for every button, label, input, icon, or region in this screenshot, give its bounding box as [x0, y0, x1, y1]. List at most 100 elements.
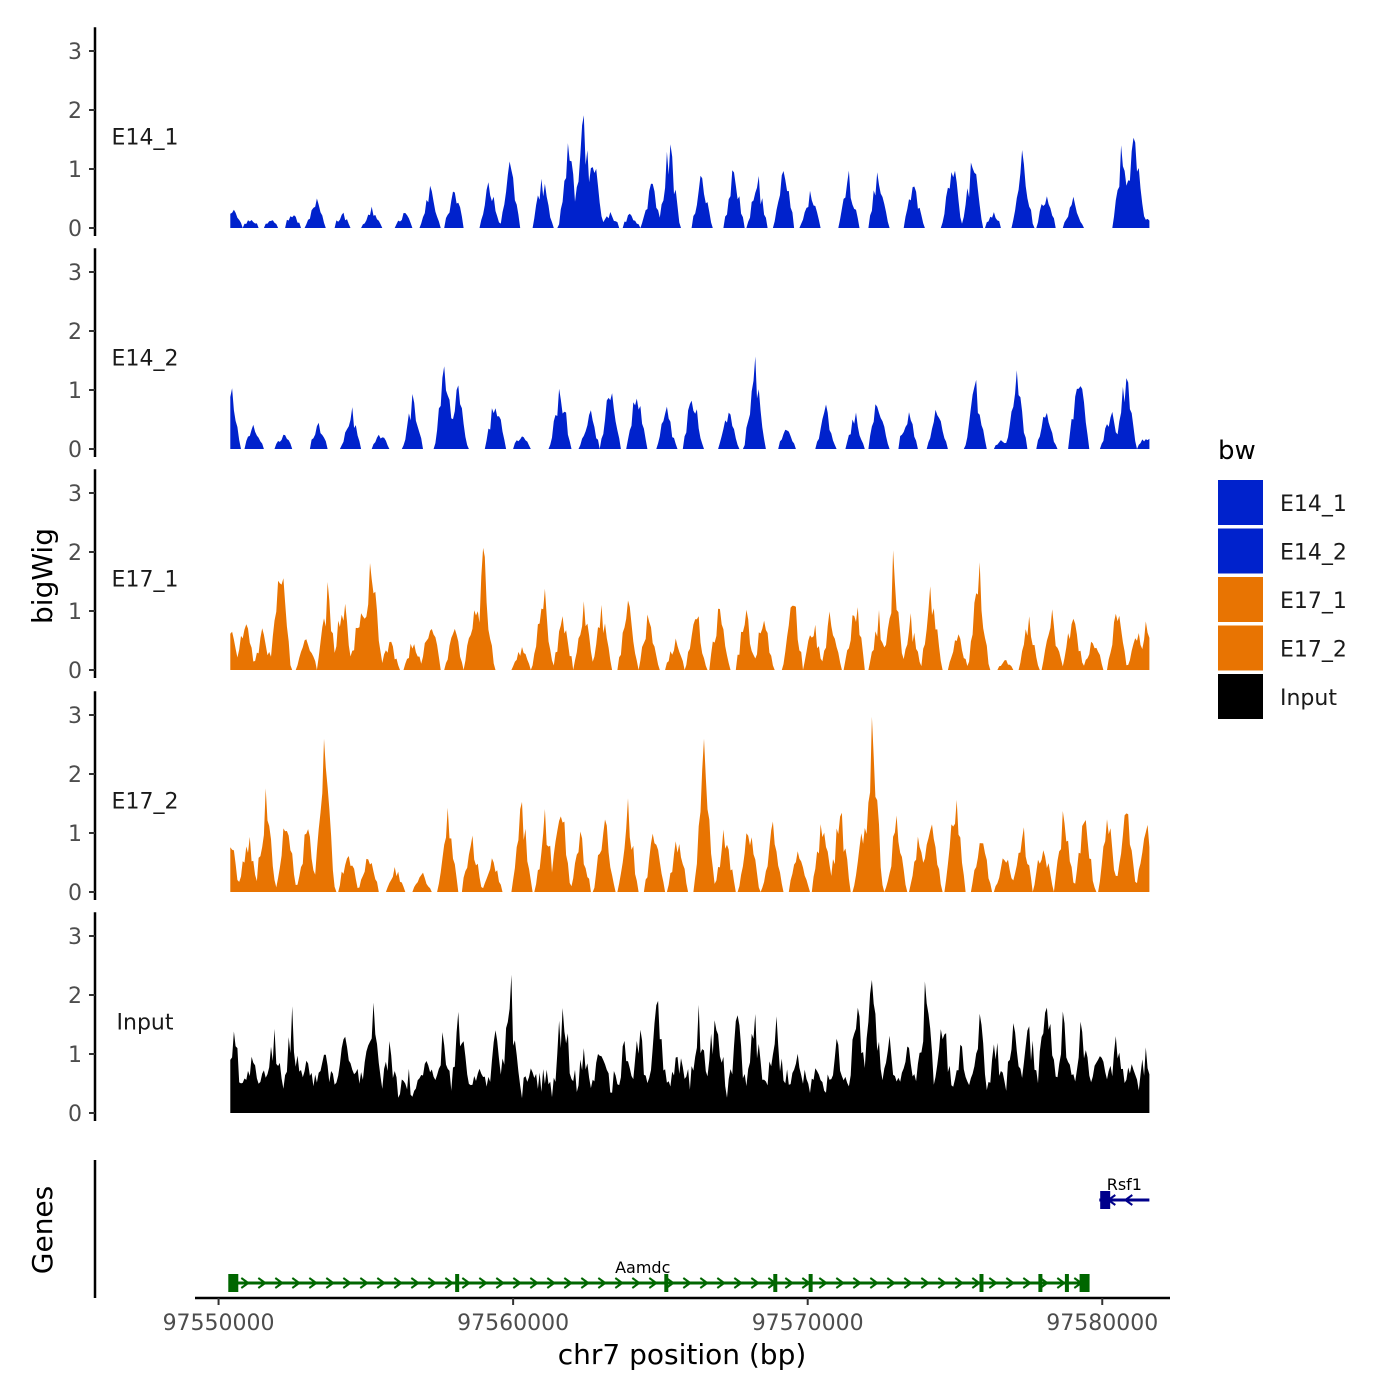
exon [664, 1274, 669, 1292]
legend-swatch [1218, 577, 1263, 622]
y-tick-label: 0 [68, 881, 82, 906]
y-tick-label: 0 [68, 659, 82, 684]
legend-label: E14_1 [1280, 492, 1347, 517]
legend-swatch [1218, 674, 1263, 719]
x-tick-label: 97560000 [457, 1311, 569, 1336]
track-label: E14_1 [112, 126, 179, 151]
x-tick-label: 97570000 [752, 1311, 864, 1336]
strand-chevron [563, 1277, 574, 1289]
gene-label: Rsf1 [1107, 1175, 1142, 1194]
y-tick-label: 2 [68, 984, 82, 1009]
y-tick-label: 2 [68, 320, 82, 345]
exon [1100, 1191, 1111, 1209]
signal-area-e17-2 [230, 716, 1150, 892]
exon [1079, 1274, 1090, 1292]
strand-chevron [1123, 1194, 1133, 1206]
signal-area-e14-2 [230, 356, 1150, 449]
strand-chevron [461, 1277, 472, 1289]
exon [455, 1274, 460, 1292]
strand-chevron [291, 1277, 302, 1289]
strand-chevron [971, 1277, 982, 1289]
signal-area-e17-1 [230, 547, 1150, 670]
gene-rsf1: Rsf1 [1099, 1175, 1150, 1209]
track-label: Input [117, 1011, 174, 1036]
strand-chevron [852, 1277, 863, 1289]
strand-chevron [1056, 1277, 1067, 1289]
strand-chevron [1039, 1277, 1050, 1289]
strand-chevron [308, 1277, 319, 1289]
legend-label: Input [1280, 686, 1337, 711]
track-e14-2: 0 1 2 3 E14_2 [68, 248, 1150, 463]
strand-chevron [274, 1277, 285, 1289]
strand-chevron [784, 1277, 795, 1289]
strand-chevron [495, 1277, 506, 1289]
y-axis-title: bigWig [26, 528, 59, 624]
track-label: E17_2 [112, 790, 179, 815]
strand-chevron [699, 1277, 710, 1289]
strand-chevron [903, 1277, 914, 1289]
strand-chevron [444, 1277, 455, 1289]
strand-chevron [546, 1277, 557, 1289]
x-tick-label: 97550000 [163, 1311, 275, 1336]
y-tick-label: 0 [68, 217, 82, 242]
x-axis: 97550000 97560000 97570000 97580000 [163, 1296, 1170, 1336]
strand-chevron [920, 1277, 931, 1289]
strand-chevron [427, 1277, 438, 1289]
strand-chevron [512, 1277, 523, 1289]
track-e14-1: 0 1 2 3 E14_1 [68, 27, 1150, 242]
strand-chevron [410, 1277, 421, 1289]
signal-tracks: 0 1 2 3 E14_1 0 1 2 3 E14_2 0 1 2 3 E17_1 0 1 2 3 E17_2 0 1 2 3… [68, 27, 1150, 1127]
y-tick-label: 1 [68, 158, 82, 183]
genes-axis-title: Genes [26, 1186, 59, 1274]
y-tick-label: 3 [68, 40, 82, 65]
track-e17-1: 0 1 2 3 E17_1 [68, 469, 1150, 684]
strand-chevron [716, 1277, 727, 1289]
strand-chevron [478, 1277, 489, 1289]
x-tick-label: 97580000 [1046, 1311, 1158, 1336]
y-tick-label: 0 [68, 1102, 82, 1127]
strand-chevron [393, 1277, 404, 1289]
strand-chevron [240, 1277, 251, 1289]
strand-chevron [359, 1277, 370, 1289]
signal-area-e14-1 [230, 115, 1150, 228]
strand-chevron [614, 1277, 625, 1289]
strand-chevron [988, 1277, 999, 1289]
exon [228, 1274, 239, 1292]
gene-aamdc: Aamdc [228, 1258, 1090, 1292]
track-e17-2: 0 1 2 3 E17_2 [68, 691, 1150, 906]
y-tick-label: 1 [68, 379, 82, 404]
strand-chevron [954, 1277, 965, 1289]
y-tick-label: 1 [68, 1043, 82, 1068]
strand-chevron [257, 1277, 268, 1289]
legend-label: E17_1 [1280, 589, 1347, 614]
y-tick-label: 1 [68, 600, 82, 625]
strand-chevron [937, 1277, 948, 1289]
legend-label: E14_2 [1280, 541, 1347, 566]
y-tick-label: 3 [68, 261, 82, 286]
strand-chevron [835, 1277, 846, 1289]
strand-chevron [529, 1277, 540, 1289]
legend-swatch [1218, 528, 1263, 574]
strand-chevron [665, 1277, 676, 1289]
strand-chevron [376, 1277, 387, 1289]
y-tick-label: 2 [68, 763, 82, 788]
gene-label: Aamdc [615, 1258, 670, 1277]
exon [773, 1274, 778, 1292]
exon [1064, 1274, 1069, 1292]
strand-chevron [580, 1277, 591, 1289]
strand-chevron [818, 1277, 829, 1289]
track-input: 0 1 2 3 Input [68, 912, 1150, 1127]
y-tick-label: 2 [68, 99, 82, 124]
y-tick-label: 3 [68, 482, 82, 507]
legend-swatch [1218, 625, 1263, 671]
strand-chevron [682, 1277, 693, 1289]
strand-chevron [631, 1277, 642, 1289]
legend-label: E17_2 [1280, 638, 1347, 663]
y-tick-label: 3 [68, 925, 82, 950]
track-label: E17_1 [112, 568, 179, 593]
x-axis-title: chr7 position (bp) [558, 1338, 807, 1371]
y-tick-label: 2 [68, 541, 82, 566]
strand-chevron [869, 1277, 880, 1289]
genes-panel: Aamdc Rsf1 [93, 1160, 1150, 1298]
